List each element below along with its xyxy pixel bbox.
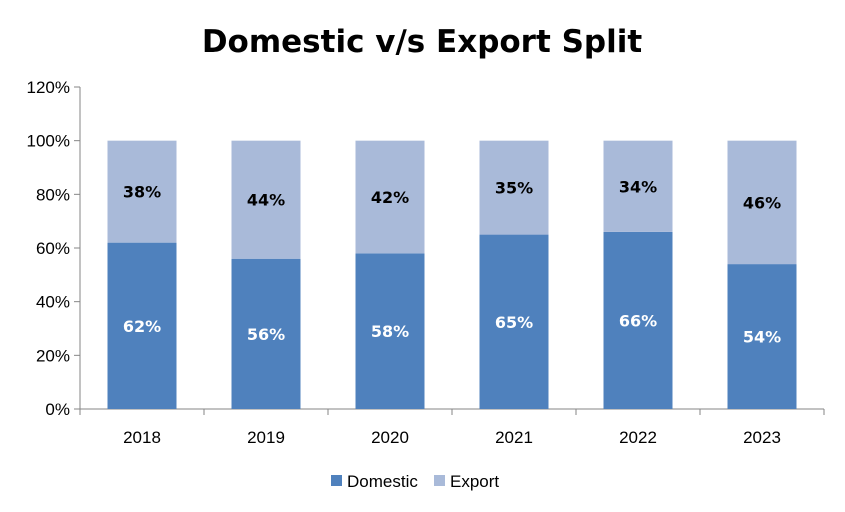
- x-tick-label-2021: 2021: [495, 428, 533, 447]
- y-tick-label: 40%: [36, 293, 70, 312]
- legend[interactable]: Domestic Export: [331, 472, 499, 491]
- bar-export-2020: [355, 140, 425, 254]
- x-tick-label-2023: 2023: [743, 428, 781, 447]
- legend-item-domestic[interactable]: Domestic: [331, 472, 418, 491]
- chart-title: Domestic v/s Export Split: [202, 24, 643, 60]
- x-tick-label-2019: 2019: [247, 428, 285, 447]
- data-label-export-2021: 35%: [495, 179, 533, 198]
- y-tick-label: 20%: [36, 346, 70, 365]
- y-tick-label: 100%: [27, 132, 70, 151]
- legend-label-domestic: Domestic: [347, 472, 418, 491]
- bar-export-2022: [603, 140, 673, 232]
- legend-item-export[interactable]: Export: [434, 472, 499, 491]
- data-labels: 62% 38% 56% 44% 58% 42% 65% 35% 66% 34% 54% 46%: [123, 177, 781, 346]
- y-tick-label: 0%: [45, 400, 70, 419]
- bars: [107, 140, 797, 409]
- x-tick-label-2022: 2022: [619, 428, 657, 447]
- y-tick-label: 120%: [27, 78, 70, 97]
- data-label-export-2020: 42%: [371, 188, 409, 207]
- legend-swatch-domestic: [331, 475, 342, 486]
- data-label-domestic-2021: 65%: [495, 313, 533, 332]
- data-label-domestic-2019: 56%: [247, 325, 285, 344]
- data-label-export-2022: 34%: [619, 177, 657, 196]
- bar-export-2021: [479, 140, 549, 235]
- bar-domestic-2020: [355, 253, 425, 409]
- bar-export-2023: [727, 140, 797, 265]
- bar-export-2019: [231, 140, 301, 259]
- x-axis: 2018 2019 2020 2021 2022 2023: [79, 408, 825, 447]
- bar-domestic-2023: [727, 264, 797, 409]
- bar-domestic-2021: [479, 234, 549, 409]
- y-tick-label: 80%: [36, 185, 70, 204]
- data-label-export-2023: 46%: [743, 193, 781, 212]
- data-label-domestic-2018: 62%: [123, 317, 161, 336]
- y-axis: 0% 20% 40% 60% 80% 100% 120%: [27, 78, 81, 419]
- data-label-domestic-2023: 54%: [743, 328, 781, 347]
- data-label-domestic-2022: 66%: [619, 311, 657, 330]
- data-label-domestic-2020: 58%: [371, 322, 409, 341]
- y-tick-label: 60%: [36, 239, 70, 258]
- data-label-export-2019: 44%: [247, 191, 285, 210]
- x-tick-label-2020: 2020: [371, 428, 409, 447]
- bar-domestic-2022: [603, 231, 673, 409]
- bar-domestic-2018: [107, 242, 177, 409]
- data-label-export-2018: 38%: [123, 183, 161, 202]
- x-tick-label-2018: 2018: [123, 428, 161, 447]
- bar-export-2018: [107, 140, 177, 243]
- legend-label-export: Export: [450, 472, 499, 491]
- bar-domestic-2019: [231, 258, 301, 409]
- legend-swatch-export: [434, 475, 445, 486]
